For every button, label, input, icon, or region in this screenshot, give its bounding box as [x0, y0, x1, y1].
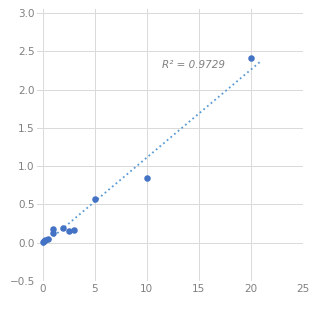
- Point: [92, 197, 97, 202]
- Point: [248, 56, 253, 61]
- Text: R² = 0.9729: R² = 0.9729: [162, 60, 225, 70]
- Point: [45, 236, 50, 241]
- Point: [43, 238, 48, 243]
- Point: [144, 176, 149, 181]
- Point: [66, 229, 71, 234]
- Point: [61, 226, 66, 231]
- Point: [51, 230, 56, 235]
- Point: [41, 239, 46, 244]
- Point: [40, 239, 45, 244]
- Point: [51, 226, 56, 231]
- Point: [71, 228, 76, 233]
